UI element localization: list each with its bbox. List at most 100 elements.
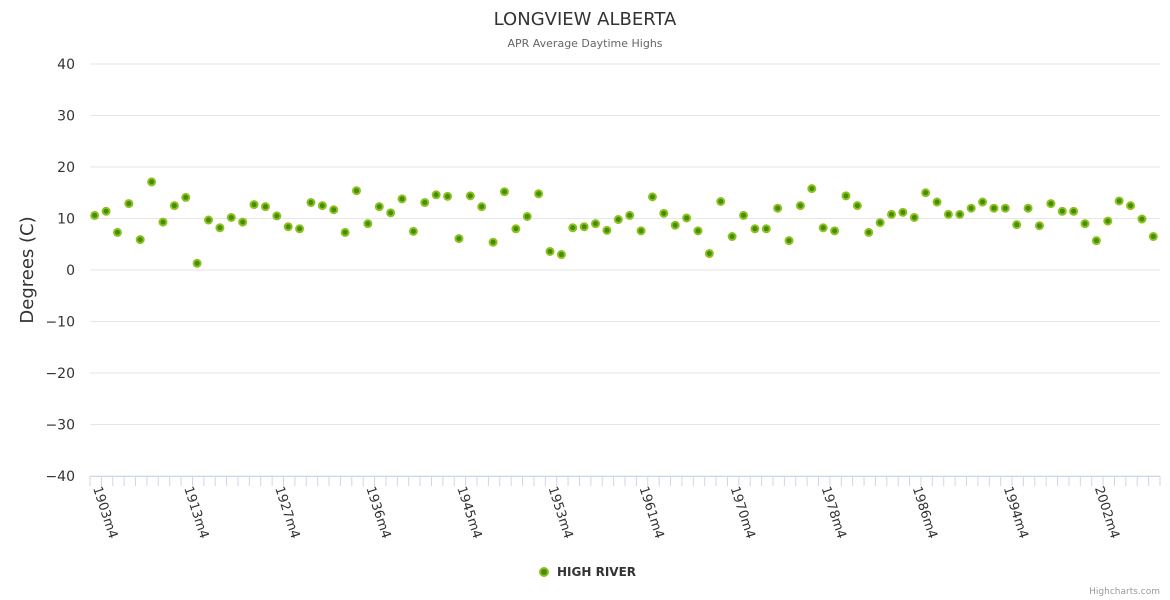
data-point[interactable] [955, 209, 965, 219]
data-point[interactable] [499, 187, 509, 197]
data-point[interactable] [830, 226, 840, 236]
data-point[interactable] [283, 222, 293, 232]
data-point[interactable] [636, 226, 646, 236]
data-point[interactable] [534, 189, 544, 199]
data-point[interactable] [773, 203, 783, 213]
data-point[interactable] [1103, 216, 1113, 226]
data-point[interactable] [1034, 221, 1044, 231]
data-point[interactable] [260, 202, 270, 212]
data-point[interactable] [340, 227, 350, 237]
data-point[interactable] [112, 227, 122, 237]
data-point[interactable] [807, 184, 817, 194]
data-point[interactable] [989, 203, 999, 213]
data-point[interactable] [147, 177, 157, 187]
data-point[interactable] [875, 218, 885, 228]
data-point[interactable] [1000, 203, 1010, 213]
data-point[interactable] [522, 211, 532, 221]
data-point[interactable] [966, 203, 976, 213]
data-point[interactable] [682, 213, 692, 223]
data-point[interactable] [909, 212, 919, 222]
data-point[interactable] [932, 197, 942, 207]
x-tick-label: 2002m4 [1091, 485, 1122, 541]
data-point[interactable] [192, 258, 202, 268]
data-point[interactable] [659, 208, 669, 218]
data-point[interactable] [215, 223, 225, 233]
data-point[interactable] [272, 211, 282, 221]
data-point[interactable] [488, 237, 498, 247]
data-point[interactable] [238, 217, 248, 227]
data-point[interactable] [306, 198, 316, 208]
data-point[interactable] [545, 246, 555, 256]
data-point[interactable] [921, 188, 931, 198]
data-point[interactable] [716, 197, 726, 207]
data-point[interactable] [1057, 206, 1067, 216]
data-point[interactable] [249, 200, 259, 210]
data-point[interactable] [568, 223, 578, 233]
data-point[interactable] [1091, 236, 1101, 246]
data-point[interactable] [556, 250, 566, 260]
data-point[interactable] [90, 210, 100, 220]
data-point[interactable] [204, 215, 214, 225]
data-point[interactable] [750, 224, 760, 234]
data-point[interactable] [602, 225, 612, 235]
data-point[interactable] [647, 192, 657, 202]
data-point[interactable] [1012, 220, 1022, 230]
data-point[interactable] [1023, 203, 1033, 213]
data-point[interactable] [226, 212, 236, 222]
data-point[interactable] [158, 217, 168, 227]
data-point[interactable] [431, 190, 441, 200]
credits-link[interactable]: Highcharts.com [1089, 587, 1160, 597]
data-point[interactable] [818, 223, 828, 233]
data-point[interactable] [852, 201, 862, 211]
legend-item[interactable]: HIGH RIVER [539, 565, 636, 579]
data-point[interactable] [124, 199, 134, 209]
data-point[interactable] [693, 226, 703, 236]
data-point[interactable] [352, 186, 361, 196]
data-point[interactable] [443, 191, 453, 201]
data-point[interactable] [465, 191, 475, 201]
data-point[interactable] [135, 235, 145, 245]
data-point[interactable] [613, 215, 623, 225]
data-point[interactable] [511, 224, 521, 234]
data-point[interactable] [579, 222, 589, 232]
data-point[interactable] [295, 224, 305, 234]
data-point[interactable] [101, 206, 111, 216]
data-point[interactable] [169, 201, 179, 211]
data-point[interactable] [761, 224, 771, 234]
data-point[interactable] [181, 192, 191, 202]
y-tick-label: −40 [45, 469, 75, 485]
data-point[interactable] [841, 191, 851, 201]
data-point[interactable] [864, 227, 874, 237]
data-point[interactable] [329, 205, 339, 215]
data-point[interactable] [704, 249, 714, 259]
data-point[interactable] [477, 202, 487, 212]
data-point[interactable] [784, 236, 794, 246]
data-point[interactable] [727, 232, 737, 242]
data-point[interactable] [1046, 199, 1056, 209]
data-point[interactable] [591, 219, 601, 229]
data-point[interactable] [1069, 206, 1079, 216]
data-point[interactable] [397, 194, 407, 204]
legend-marker-icon [539, 567, 549, 577]
data-point[interactable] [978, 197, 988, 207]
data-point[interactable] [363, 219, 373, 229]
data-point[interactable] [374, 202, 384, 212]
data-point[interactable] [317, 201, 327, 211]
data-point[interactable] [386, 208, 396, 218]
data-point[interactable] [943, 209, 953, 219]
data-point[interactable] [1114, 196, 1124, 206]
data-point[interactable] [898, 207, 908, 217]
data-point[interactable] [1148, 232, 1158, 242]
data-point[interactable] [670, 220, 680, 230]
data-point[interactable] [454, 234, 464, 244]
data-point[interactable] [420, 198, 430, 208]
data-point[interactable] [1126, 201, 1136, 211]
data-point[interactable] [1080, 219, 1090, 229]
data-point[interactable] [795, 201, 805, 211]
data-point[interactable] [887, 209, 896, 219]
data-point[interactable] [1137, 214, 1147, 224]
data-point[interactable] [739, 210, 749, 220]
data-point[interactable] [408, 226, 418, 236]
data-point[interactable] [625, 210, 635, 220]
